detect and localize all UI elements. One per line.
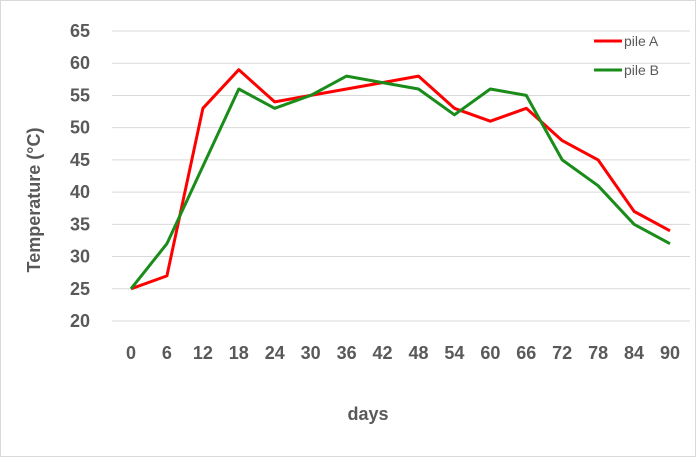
- x-tick-label: 30: [301, 343, 321, 363]
- gridlines: [112, 30, 690, 322]
- x-tick-label: 0: [126, 343, 136, 363]
- x-tick-label: 72: [552, 343, 572, 363]
- y-tick-label: 55: [70, 85, 90, 105]
- legend: pile A pile B: [594, 33, 659, 78]
- x-tick-label: 54: [444, 343, 464, 363]
- y-tick-label: 60: [70, 53, 90, 73]
- legend-label-pile-b: pile B: [624, 62, 659, 78]
- y-tick-label: 20: [70, 311, 90, 331]
- y-axis-tick-labels: 20 25 30 35 40 45 50 55 60 65: [70, 21, 90, 331]
- x-tick-label: 66: [516, 343, 536, 363]
- x-tick-label: 18: [229, 343, 249, 363]
- y-axis-title: Temperature (°C): [24, 128, 44, 273]
- y-tick-label: 30: [70, 247, 90, 267]
- x-tick-label: 12: [193, 343, 213, 363]
- y-tick-label: 25: [70, 279, 90, 299]
- x-axis-title: days: [347, 404, 388, 424]
- y-tick-label: 65: [70, 21, 90, 41]
- x-tick-label: 60: [480, 343, 500, 363]
- series-line-pile-b: [129, 74, 671, 290]
- y-tick-label: 35: [70, 214, 90, 234]
- x-tick-label: 78: [588, 343, 608, 363]
- x-tick-label: 42: [373, 343, 393, 363]
- x-tick-label: 6: [162, 343, 172, 363]
- x-tick-label: 24: [265, 343, 285, 363]
- x-tick-label: 48: [408, 343, 428, 363]
- series-lines: [129, 68, 671, 291]
- x-axis-tick-labels: 0 6 12 18 24 30 36 42 48 54 60 66 72 78 84 90: [126, 343, 680, 363]
- x-tick-label: 36: [337, 343, 357, 363]
- x-tick-label: 90: [660, 343, 680, 363]
- series-line-pile-a: [130, 68, 671, 291]
- y-tick-label: 40: [70, 182, 90, 202]
- y-tick-label: 50: [70, 118, 90, 138]
- x-tick-label: 84: [624, 343, 644, 363]
- legend-label-pile-a: pile A: [624, 33, 659, 49]
- y-tick-label: 45: [70, 150, 90, 170]
